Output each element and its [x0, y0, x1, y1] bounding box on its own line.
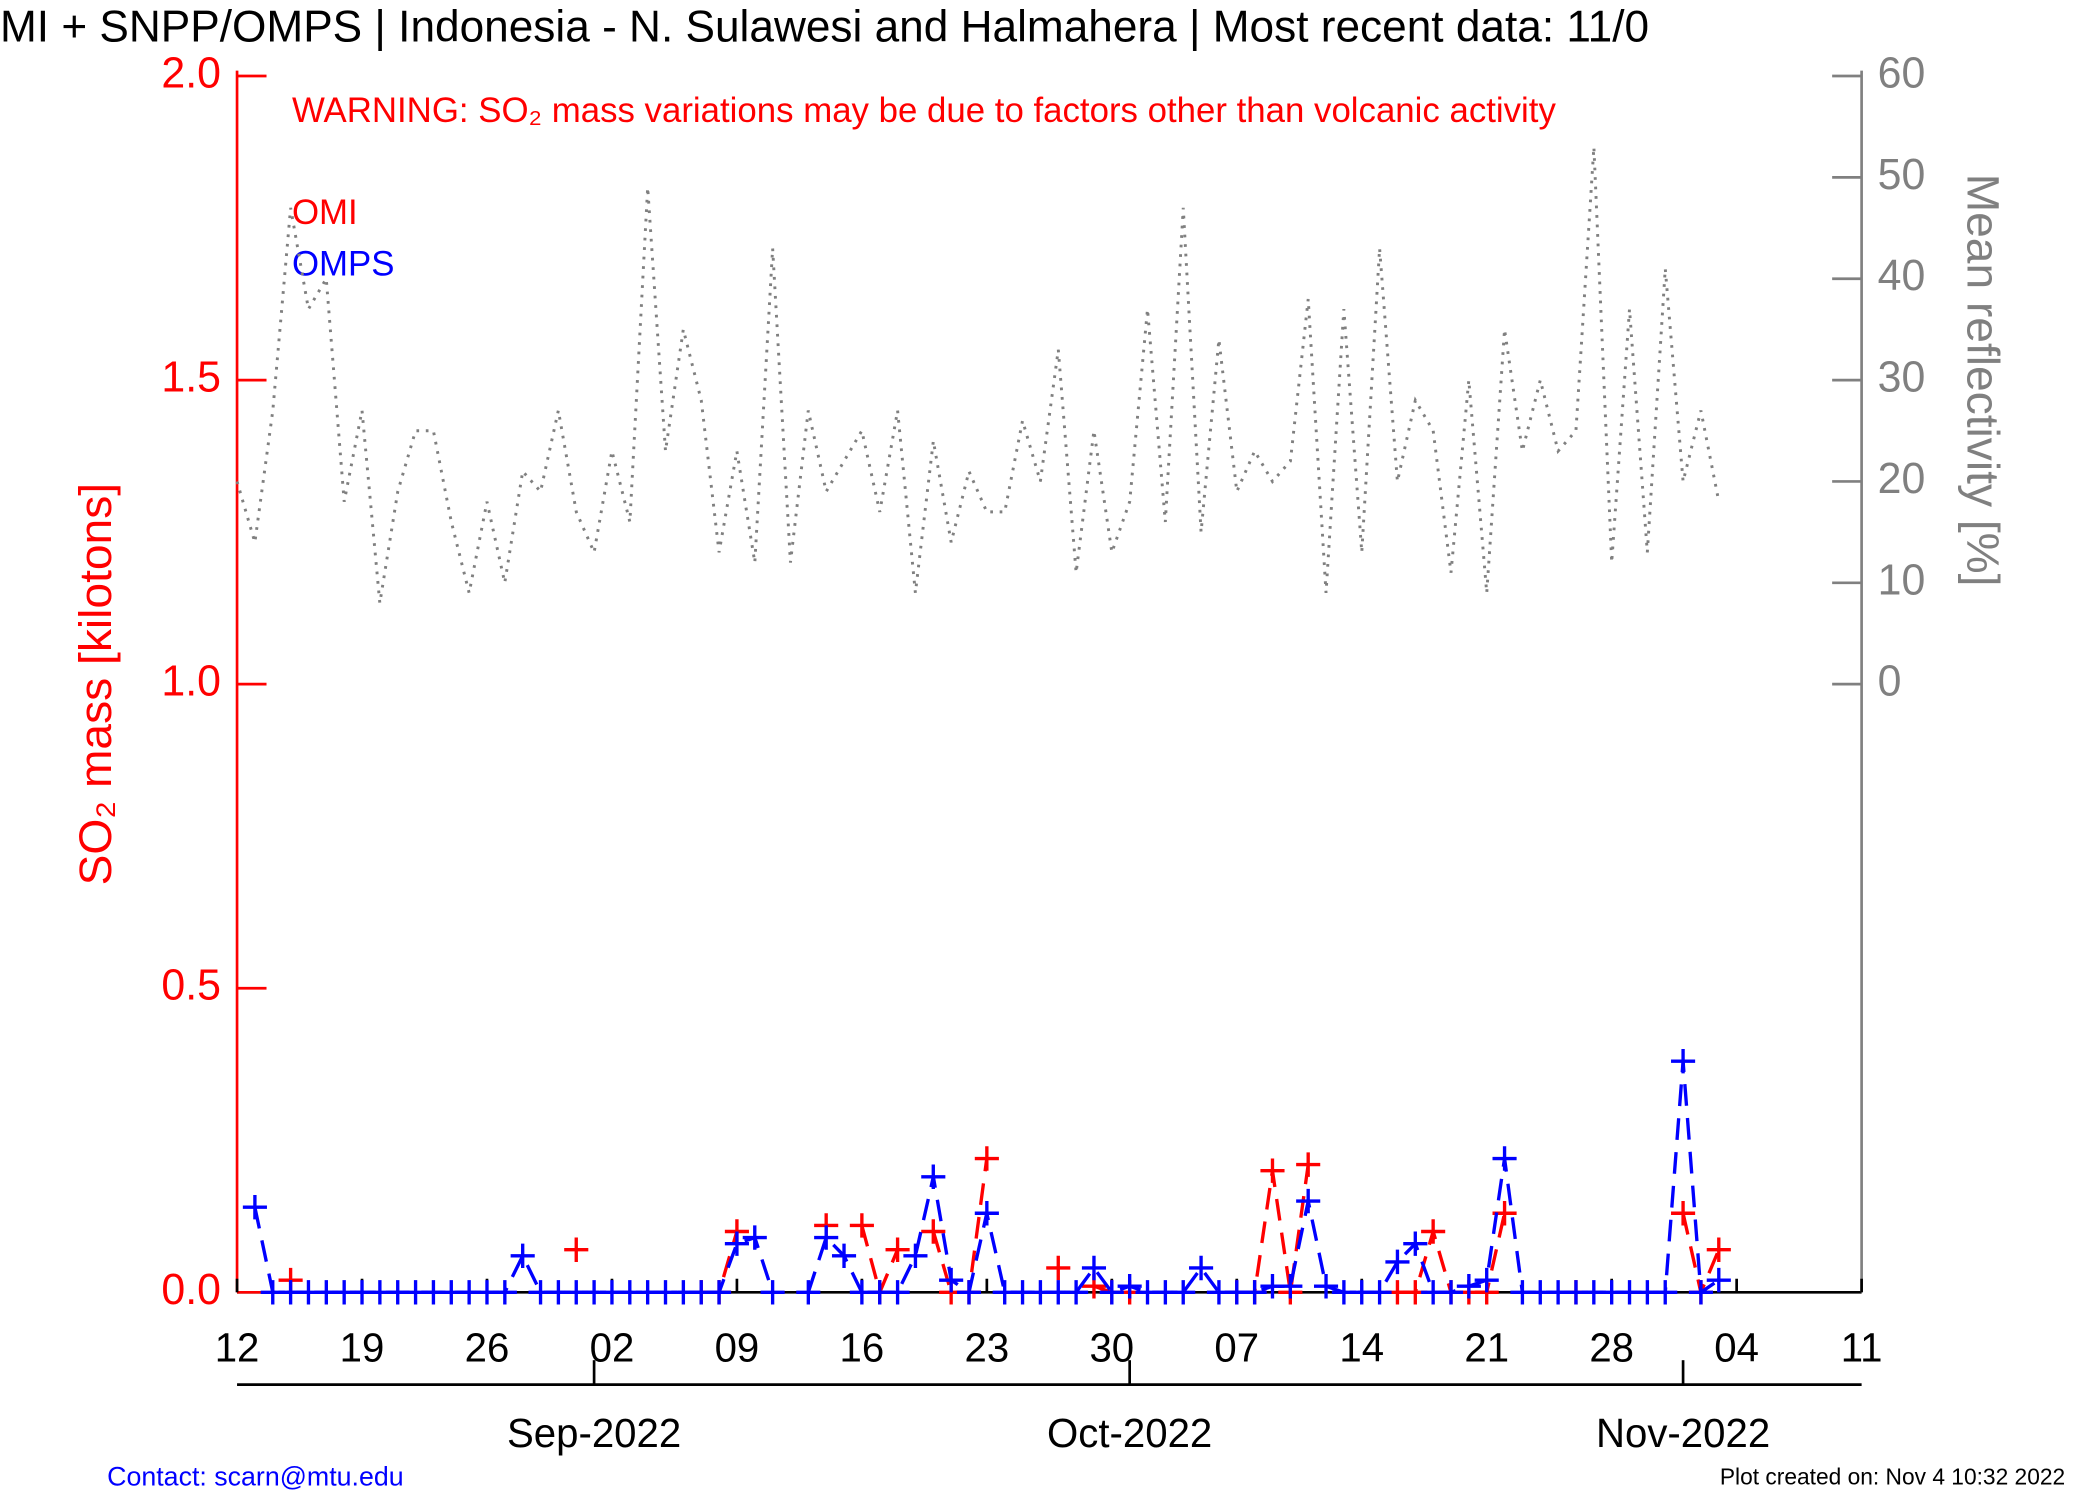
- y2-tick-label: 10: [1878, 556, 1926, 604]
- data-marker: [564, 1237, 589, 1262]
- data-marker: [1706, 1237, 1731, 1262]
- x-tick-label: 11: [1841, 1324, 1883, 1370]
- legend-entry: OMI: [292, 193, 358, 232]
- y2-tick-label: 60: [1878, 49, 1926, 97]
- x-tick-label: 19: [340, 1324, 385, 1370]
- data-marker: [1421, 1219, 1446, 1244]
- data-marker: [921, 1219, 946, 1244]
- data-marker: [1474, 1267, 1499, 1293]
- data-marker: [885, 1237, 910, 1262]
- data-marker: [492, 1280, 517, 1305]
- y-tick-label: 1.0: [161, 657, 221, 705]
- data-marker: [1688, 1280, 1713, 1305]
- data-marker: [1099, 1280, 1124, 1305]
- warning-annotation: WARNING: SO₂ mass variations may be due …: [292, 91, 1556, 130]
- data-marker: [849, 1213, 874, 1238]
- data-marker: [1367, 1280, 1392, 1305]
- chart-title: MI + SNPP/OMPS | Indonesia - N. Sulawesi…: [0, 2, 1649, 51]
- x-tick-label: 07: [1214, 1324, 1259, 1370]
- y2-axis-title: Mean reflectivity [%]: [1958, 174, 2009, 587]
- y-tick-label: 0.5: [161, 961, 221, 1009]
- data-marker: [1046, 1255, 1071, 1281]
- data-marker: [1296, 1152, 1321, 1177]
- y2-tick-label: 40: [1878, 252, 1926, 300]
- data-marker: [1278, 1274, 1303, 1299]
- data-marker: [974, 1201, 999, 1226]
- data-marker: [885, 1280, 910, 1305]
- data-marker: [1456, 1274, 1481, 1299]
- data-marker: [1313, 1274, 1339, 1299]
- y-tick-label: 1.5: [161, 353, 221, 401]
- series-line: [235, 146, 1721, 604]
- data-marker: [1081, 1255, 1107, 1281]
- data-marker: [1706, 1267, 1731, 1293]
- data-marker: [1671, 1201, 1696, 1226]
- data-marker: [1242, 1280, 1267, 1305]
- data-marker: [1671, 1048, 1696, 1074]
- data-marker: [1438, 1280, 1464, 1305]
- footer-contact: Contact: scarn@mtu.edu: [107, 1461, 404, 1491]
- data-marker: [956, 1280, 982, 1305]
- data-marker: [814, 1225, 839, 1250]
- data-marker: [796, 1280, 821, 1305]
- legend-entry: OMPS: [292, 244, 395, 283]
- x-tick-label: 04: [1714, 1324, 1759, 1370]
- data-marker: [831, 1243, 857, 1269]
- x-tick-label: 02: [590, 1324, 635, 1370]
- data-marker: [1385, 1249, 1410, 1275]
- x-tick-label: 23: [965, 1324, 1010, 1370]
- y-tick-label: 2.0: [161, 49, 221, 97]
- x-tick-label: 09: [715, 1324, 760, 1370]
- data-marker: [1189, 1255, 1214, 1281]
- y-tick-label: 0.0: [161, 1266, 221, 1314]
- data-marker: [760, 1280, 785, 1305]
- data-marker: [1064, 1280, 1089, 1305]
- month-tick-label: Sep-2022: [507, 1410, 681, 1456]
- y2-tick-label: 0: [1878, 657, 1902, 705]
- x-tick-label: 30: [1089, 1324, 1134, 1370]
- x-tick-label: 12: [215, 1324, 260, 1370]
- data-marker: [974, 1146, 999, 1171]
- data-marker: [1117, 1274, 1142, 1299]
- data-marker: [903, 1243, 928, 1269]
- x-tick-label: 28: [1589, 1324, 1634, 1370]
- month-tick-label: Oct-2022: [1047, 1410, 1212, 1456]
- data-marker: [242, 1194, 267, 1220]
- data-marker: [1403, 1231, 1428, 1256]
- y-axis-title: SO₂ mass [kilotons]: [70, 483, 121, 885]
- data-marker: [939, 1267, 964, 1293]
- data-marker: [1653, 1280, 1678, 1305]
- y2-tick-label: 30: [1878, 353, 1926, 401]
- y2-tick-label: 20: [1878, 455, 1926, 503]
- data-marker: [724, 1231, 749, 1256]
- x-tick-label: 26: [465, 1324, 510, 1370]
- x-tick-label: 14: [1339, 1324, 1384, 1370]
- data-marker: [1296, 1188, 1321, 1214]
- data-marker: [1492, 1146, 1517, 1171]
- data-marker: [1260, 1158, 1285, 1183]
- x-tick-label: 21: [1464, 1324, 1509, 1370]
- data-marker: [742, 1225, 767, 1250]
- data-marker: [707, 1280, 732, 1305]
- month-tick-label: Nov-2022: [1596, 1410, 1770, 1456]
- data-marker: [510, 1243, 535, 1269]
- x-tick-label: 16: [840, 1324, 885, 1370]
- data-marker: [1171, 1280, 1196, 1305]
- data-marker: [921, 1164, 946, 1189]
- footer-created: Plot created on: Nov 4 10:32 2022: [1720, 1463, 2065, 1489]
- y2-tick-label: 50: [1878, 151, 1926, 199]
